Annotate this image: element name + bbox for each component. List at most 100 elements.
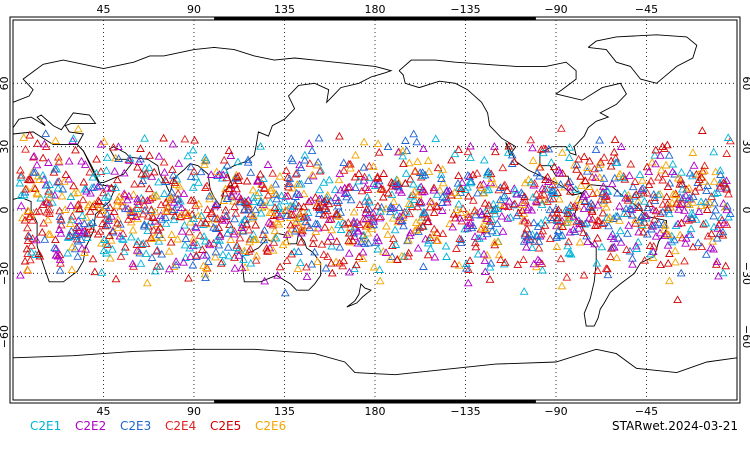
observation-triangle (111, 183, 120, 191)
observation-triangle (500, 180, 510, 189)
observation-triangle (202, 263, 212, 272)
observation-triangle (417, 187, 427, 196)
observation-triangle (260, 276, 270, 285)
observation-triangle (425, 233, 435, 241)
observation-triangle (342, 188, 352, 197)
observation-triangle (266, 219, 276, 228)
observation-triangle (120, 190, 130, 199)
observation-triangle (240, 204, 249, 213)
observation-triangle (103, 240, 113, 248)
observation-triangle (436, 170, 446, 178)
observation-triangle (658, 207, 668, 216)
observation-triangle (128, 225, 138, 234)
bottom-lon-label: −45 (635, 405, 658, 418)
observation-triangle (307, 146, 317, 155)
observation-triangle (141, 168, 151, 177)
observation-triangle (212, 235, 222, 244)
observation-triangle (382, 221, 391, 230)
observation-triangle (335, 258, 344, 267)
observation-triangle (463, 212, 473, 221)
observation-triangle (401, 207, 411, 216)
observation-triangle (625, 171, 634, 179)
observation-triangle (249, 193, 258, 201)
observation-triangle (28, 167, 38, 176)
observation-triangle (628, 182, 638, 191)
observation-triangle (684, 215, 694, 224)
observation-triangle (123, 215, 133, 223)
observation-triangle (468, 196, 478, 204)
observation-triangle (169, 215, 179, 224)
observation-triangle (78, 195, 88, 204)
observation-markers (15, 124, 735, 304)
observation-triangle (56, 214, 66, 223)
observation-triangle (188, 260, 198, 269)
observation-triangle (58, 184, 68, 193)
observation-triangle (579, 270, 589, 279)
observation-triangle (101, 221, 110, 230)
observation-triangle (256, 198, 266, 207)
observation-triangle (36, 193, 46, 202)
observation-triangle (480, 256, 490, 265)
observation-triangle (606, 232, 616, 241)
observation-triangle (160, 167, 169, 176)
observation-triangle (199, 261, 208, 270)
observation-triangle (168, 139, 178, 148)
observation-triangle (226, 151, 236, 159)
observation-triangle (323, 252, 332, 260)
observation-triangle (362, 192, 372, 201)
observation-triangle (212, 214, 222, 222)
observation-triangle (296, 163, 306, 172)
observation-triangle (710, 198, 719, 207)
observation-triangle (638, 183, 648, 192)
observation-triangle (140, 220, 149, 228)
observation-triangle (155, 261, 165, 270)
observation-triangle (712, 233, 722, 242)
observation-triangle (280, 196, 289, 205)
observation-triangle (348, 236, 358, 245)
observation-triangle (66, 192, 76, 200)
observation-triangle (302, 272, 312, 280)
observation-triangle (634, 203, 644, 211)
observation-triangle (716, 170, 725, 178)
observation-triangle (140, 133, 149, 142)
observation-triangle (302, 262, 311, 271)
observation-triangle (662, 229, 672, 238)
observation-triangle (584, 213, 594, 222)
observation-triangle (450, 149, 460, 158)
observation-triangle (610, 135, 620, 144)
observation-triangle (40, 235, 50, 243)
observation-triangle (429, 230, 439, 239)
observation-triangle (722, 201, 732, 210)
observation-triangle (612, 253, 622, 262)
observation-triangle (311, 227, 321, 235)
observation-triangle (88, 254, 98, 263)
observation-triangle (300, 150, 310, 159)
observation-triangle (668, 189, 678, 198)
observation-triangle (144, 184, 154, 193)
top-bar (214, 17, 536, 20)
observation-triangle (565, 248, 575, 256)
observation-triangle (703, 231, 713, 240)
observation-triangle (404, 158, 414, 167)
observation-triangle (367, 224, 377, 233)
observation-triangle (154, 177, 163, 186)
observation-triangle (321, 263, 331, 272)
observation-triangle (38, 200, 48, 209)
observation-triangle (676, 268, 686, 277)
observation-triangle (43, 215, 53, 224)
observation-triangle (16, 191, 26, 199)
observation-triangle (33, 139, 42, 147)
observation-triangle (157, 233, 167, 242)
observation-triangle (145, 217, 155, 226)
observation-triangle (378, 185, 388, 193)
observation-triangle (331, 193, 341, 202)
observation-triangle (709, 222, 719, 231)
observation-triangle (590, 239, 600, 248)
observation-triangle (290, 198, 300, 207)
observation-triangle (668, 159, 678, 168)
observation-triangle (270, 226, 280, 235)
observation-triangle (213, 171, 222, 180)
greenland-coast (587, 34, 698, 84)
observation-triangle (71, 145, 80, 154)
observation-triangle (590, 164, 599, 173)
